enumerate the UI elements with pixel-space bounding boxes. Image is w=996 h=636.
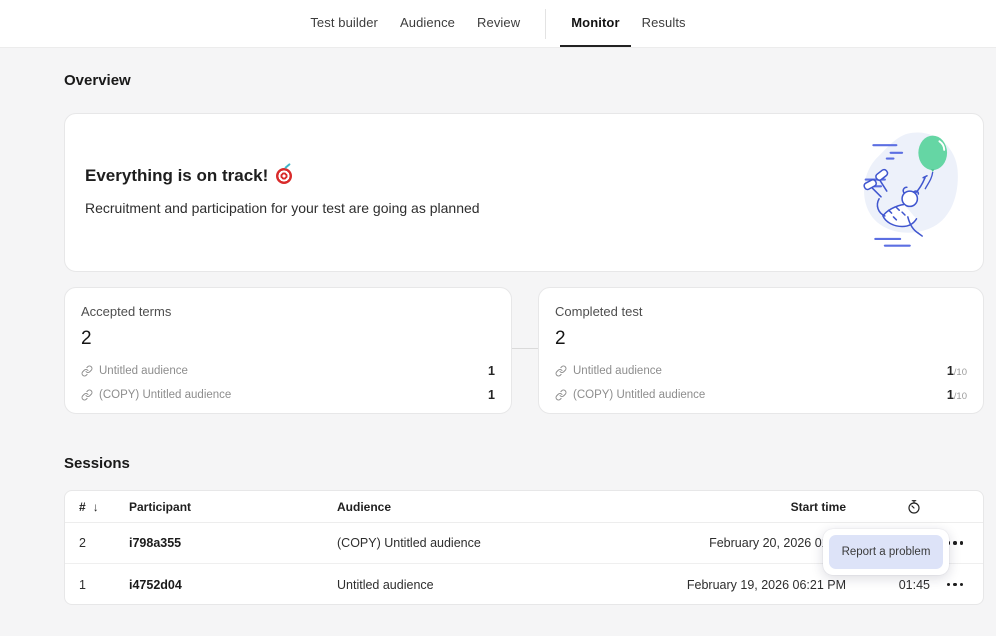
index-header-label: #: [79, 499, 86, 514]
nav-divider: [545, 8, 547, 39]
arrow-down-icon: ↓: [92, 499, 99, 514]
target-emoji-icon: [276, 168, 293, 184]
tab-results[interactable]: Results: [641, 15, 686, 30]
tab-audience[interactable]: Audience: [400, 15, 456, 30]
session-row[interactable]: 1 i4752d04 Untitled audience February 19…: [65, 564, 983, 605]
sessions-heading: Sessions: [64, 455, 130, 472]
count-value: 1: [946, 387, 954, 402]
ellipsis-menu-button[interactable]: [945, 579, 966, 591]
stat-cards-connector-line: [512, 348, 538, 349]
audience-count: 1: [488, 387, 495, 402]
column-header-index[interactable]: # ↓: [65, 500, 129, 514]
link-icon: [555, 365, 567, 376]
session-start-time: February 20, 2026 01:21: [709, 536, 846, 550]
audience-name: Untitled audience: [99, 364, 188, 377]
session-index: 2: [79, 536, 86, 550]
audience-link-row[interactable]: Untitled audience 1: [81, 363, 495, 378]
audience-name: Untitled audience: [573, 364, 662, 377]
falling-person-balloon-illustration: [863, 132, 958, 247]
stat-card-title: Accepted terms: [81, 304, 172, 319]
stat-card-total: 2: [555, 328, 566, 349]
stat-card-rows: Untitled audience 1 (COPY) Untitled audi…: [81, 363, 495, 402]
stat-card-rows: Untitled audience 1/10 (COPY) Untitled a…: [555, 363, 967, 402]
audience-count: 1/10: [947, 364, 967, 378]
status-title-text: Everything is on track!: [85, 166, 269, 185]
tab-test-builder[interactable]: Test builder: [310, 15, 378, 30]
column-header-participant: Participant: [129, 499, 192, 514]
audience-count: 1: [488, 363, 495, 378]
stopwatch-icon: [908, 499, 920, 514]
status-card: Everything is on track! Recruitment and …: [64, 113, 984, 272]
count-quota: /10: [953, 366, 967, 378]
session-audience: Untitled audience: [337, 577, 434, 592]
audience-link-row[interactable]: (COPY) Untitled audience 1/10: [555, 387, 967, 402]
status-card-subtitle: Recruitment and participation for your t…: [85, 200, 480, 216]
tab-monitor[interactable]: Monitor: [560, 0, 631, 47]
row-actions-popover: Report a problem: [823, 529, 949, 575]
audience-name: (COPY) Untitled audience: [573, 388, 706, 401]
count-value: 1: [946, 363, 954, 378]
test-tabs-nav: Test builder Audience Review Monitor Res…: [299, 0, 696, 47]
audience-count: 1/10: [947, 388, 967, 402]
session-audience: (COPY) Untitled audience: [337, 536, 481, 550]
link-icon: [555, 389, 567, 400]
session-participant: i798a355: [129, 536, 182, 550]
session-start-time: February 19, 2026 06:21 PM: [686, 577, 846, 592]
table-header-row: # ↓ Participant Audience Start time: [65, 491, 983, 523]
session-participant: i4752d04: [129, 577, 182, 592]
report-a-problem-menu-item[interactable]: Report a problem: [829, 535, 943, 569]
audience-name: (COPY) Untitled audience: [99, 388, 232, 401]
audience-link-row[interactable]: Untitled audience 1/10: [555, 363, 967, 378]
column-header-audience: Audience: [337, 499, 392, 514]
audience-link-row[interactable]: (COPY) Untitled audience 1: [81, 387, 495, 402]
stat-card-total: 2: [81, 328, 92, 349]
count-quota: /10: [953, 390, 967, 402]
tab-review[interactable]: Review: [477, 15, 521, 30]
status-card-title: Everything is on track!: [85, 166, 293, 186]
overview-heading: Overview: [64, 72, 131, 89]
session-duration: 01:45: [898, 577, 930, 592]
session-menu-cell: [930, 579, 983, 591]
stat-card-title: Completed test: [555, 304, 643, 319]
column-header-start-time: Start time: [790, 499, 846, 514]
completed-test-card: Completed test 2 Untitled audience 1/10 …: [538, 287, 984, 414]
top-navigation-bar: Test builder Audience Review Monitor Res…: [0, 0, 996, 48]
link-icon: [81, 389, 93, 400]
session-index: 1: [79, 577, 86, 592]
accepted-terms-card: Accepted terms 2 Untitled audience 1 (CO…: [64, 287, 512, 414]
session-row[interactable]: 2 i798a355 (COPY) Untitled audience Febr…: [65, 523, 983, 564]
link-icon: [81, 365, 93, 376]
column-header-duration: [846, 499, 930, 515]
